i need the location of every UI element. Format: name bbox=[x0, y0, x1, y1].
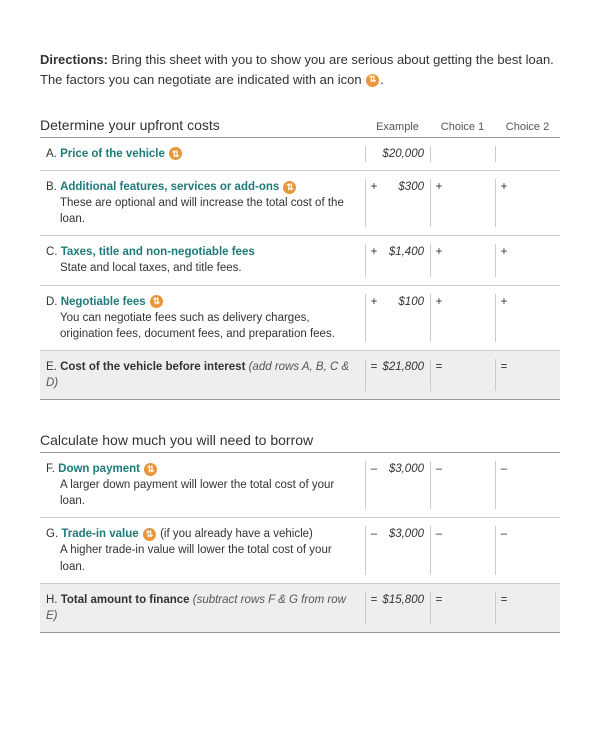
row-h-letter: H. bbox=[46, 594, 58, 606]
row-e: E. Cost of the vehicle before interest (… bbox=[40, 351, 560, 400]
row-f: F. Down payment ⇅ A larger down payment … bbox=[40, 453, 560, 518]
row-c-desc: State and local taxes, and title fees. bbox=[46, 260, 357, 276]
row-d-link: Negotiable fees bbox=[61, 296, 146, 308]
row-h-example: $15,800 bbox=[378, 594, 430, 606]
negotiable-icon: ⇅ bbox=[143, 528, 156, 541]
row-b-example: $300 bbox=[378, 181, 430, 193]
row-g-link: Trade-in value bbox=[61, 528, 138, 540]
row-e-bold: Cost of the vehicle before interest bbox=[60, 361, 245, 373]
row-c-example: $1,400 bbox=[378, 246, 430, 258]
row-a: A. Price of the vehicle ⇅ $20,000 bbox=[40, 138, 560, 171]
row-g-example: $3,000 bbox=[378, 528, 430, 540]
row-c-link: Taxes, title and non-negotiable fees bbox=[61, 246, 255, 258]
row-g-letter: G. bbox=[46, 528, 58, 540]
row-h: H. Total amount to finance (subtract row… bbox=[40, 584, 560, 633]
row-g: G. Trade-in value ⇅ (if you already have… bbox=[40, 518, 560, 583]
row-d: D. Negotiable fees ⇅ You can negotiate f… bbox=[40, 286, 560, 351]
negotiable-icon: ⇅ bbox=[169, 147, 182, 160]
row-d-example: $100 bbox=[378, 296, 430, 308]
row-g-desc: A higher trade-in value will lower the t… bbox=[46, 542, 357, 574]
row-g-after: (if you already have a vehicle) bbox=[157, 528, 313, 540]
section1-title: Determine your upfront costs bbox=[40, 117, 365, 133]
negotiable-icon: ⇅ bbox=[366, 74, 379, 87]
negotiable-icon: ⇅ bbox=[283, 181, 296, 194]
negotiable-icon: ⇅ bbox=[144, 463, 157, 476]
section2-title: Calculate how much you will need to borr… bbox=[40, 432, 365, 448]
col-choice1: Choice 1 bbox=[430, 121, 495, 133]
row-d-desc: You can negotiate fees such as delivery … bbox=[46, 310, 357, 342]
section1-header: Determine your upfront costs Example Cho… bbox=[40, 117, 560, 138]
row-c: C. Taxes, title and non-negotiable fees … bbox=[40, 236, 560, 285]
row-a-example: $20,000 bbox=[378, 148, 430, 160]
row-e-letter: E. bbox=[46, 361, 57, 373]
directions-text: Directions: Bring this sheet with you to… bbox=[40, 50, 560, 89]
row-b-desc: These are optional and will increase the… bbox=[46, 195, 357, 227]
negotiable-icon: ⇅ bbox=[150, 295, 163, 308]
row-b-letter: B. bbox=[46, 181, 57, 193]
row-f-letter: F. bbox=[46, 463, 55, 475]
col-choice2: Choice 2 bbox=[495, 121, 560, 133]
row-d-letter: D. bbox=[46, 296, 58, 308]
row-c-letter: C. bbox=[46, 246, 58, 258]
row-b: B. Additional features, services or add-… bbox=[40, 171, 560, 236]
row-f-desc: A larger down payment will lower the tot… bbox=[46, 477, 357, 509]
row-b-link: Additional features, services or add-ons bbox=[60, 181, 279, 193]
row-a-letter: A. bbox=[46, 148, 57, 160]
row-f-example: $3,000 bbox=[378, 463, 430, 475]
row-e-example: $21,800 bbox=[378, 361, 430, 373]
row-f-link: Down payment bbox=[58, 463, 140, 475]
row-a-link: Price of the vehicle bbox=[60, 148, 165, 160]
section2-header: Calculate how much you will need to borr… bbox=[40, 432, 560, 453]
col-example: Example bbox=[365, 121, 430, 133]
row-h-bold: Total amount to finance bbox=[61, 594, 190, 606]
